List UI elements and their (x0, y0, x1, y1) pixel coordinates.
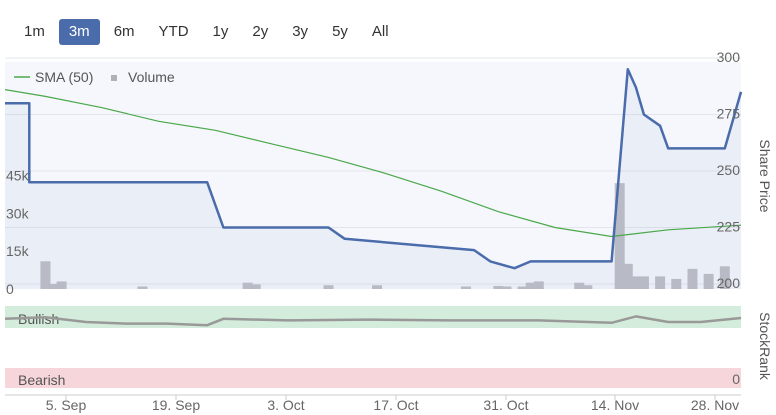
range-button-all[interactable]: All (371, 23, 389, 40)
bullish-zone (5, 306, 741, 328)
volume-bar (250, 284, 261, 289)
range-button-2y[interactable]: 2y (252, 23, 269, 40)
volume-bar (582, 285, 593, 289)
price-axis-title: Share Price (757, 139, 773, 212)
volume-legend-swatch (111, 75, 117, 81)
volume-bar (687, 268, 698, 289)
price-line (5, 68, 743, 270)
x-tick-label: 17. Oct (373, 397, 418, 413)
bearish-label: Bearish (18, 372, 65, 388)
volume-bar (40, 261, 51, 289)
volume-bar (638, 276, 649, 289)
range-button-1m[interactable]: 1m (24, 23, 45, 40)
bullish-label: Bullish (18, 311, 59, 327)
volume-bar (493, 285, 504, 289)
price-tick-label: 225 (717, 219, 741, 235)
volume-bar (533, 281, 544, 289)
bearish-zone (5, 368, 741, 388)
volume-bar (630, 276, 641, 289)
stockrank-axis: 0 (732, 371, 740, 387)
volume-bar (242, 282, 253, 289)
volume-tick-label: 45k (6, 168, 30, 184)
price-tick-label: 275 (717, 106, 741, 122)
sma-line-group (4, 89, 742, 238)
price-tick-label: 200 (717, 275, 741, 291)
volume-bar (461, 286, 472, 289)
volume-legend-label[interactable]: Volume (128, 69, 175, 85)
volume-bar (323, 285, 334, 289)
range-button-5y[interactable]: 5y (332, 23, 348, 40)
x-tick-label: 5. Sep (46, 397, 87, 413)
price-tick-label: 300 (717, 49, 741, 65)
stockrank-tick-label: 0 (732, 371, 740, 387)
volume-bar (525, 282, 536, 289)
volume-tick-label: 15k (6, 243, 30, 259)
sma-legend-label[interactable]: SMA (50) (35, 69, 93, 85)
volume-bar (137, 286, 148, 289)
price-area (5, 69, 741, 289)
volume-bar (622, 263, 633, 289)
price-tick-label: 250 (717, 162, 741, 178)
stockrank-line-group (4, 315, 742, 327)
volume-bar (56, 281, 67, 289)
stockrank-axis-title: StockRank (757, 312, 773, 381)
x-tick-label: 28. Nov (691, 397, 739, 413)
volume-bar (574, 282, 585, 289)
range-selector: 1m 3m 6m YTD 1y 2y 3y 5y All (14, 19, 403, 47)
price-axis: 300 275 250 225 200 (717, 49, 741, 291)
x-axis: 5. Sep 19. Sep 3. Oct 17. Oct 31. Oct 14. Nov… (46, 395, 739, 413)
volume-bar (501, 286, 512, 289)
volume-bar (703, 273, 714, 289)
volume-axis: 45k 30k 15k 0 (6, 168, 30, 297)
volume-bar (48, 283, 59, 289)
x-tick-label: 3. Oct (267, 397, 304, 413)
stockrank-line (4, 315, 742, 327)
volume-bar (719, 266, 730, 289)
range-button-3y[interactable]: 3y (292, 23, 309, 40)
x-tick-label: 14. Nov (591, 397, 639, 413)
range-button-1y[interactable]: 1y (212, 23, 229, 40)
sma-line (4, 89, 742, 238)
volume-tick-label: 30k (6, 205, 30, 221)
volume-tick-label: 0 (6, 281, 14, 297)
range-button-3m[interactable]: 3m (58, 19, 100, 45)
range-button-6m[interactable]: 6m (113, 23, 135, 40)
range-button-ytd[interactable]: YTD (158, 23, 189, 40)
price-area-fill (5, 69, 741, 289)
x-tick-label: 31. Oct (483, 397, 528, 413)
volume-bar (671, 278, 682, 289)
price-line-group (5, 68, 743, 270)
volume-bar (517, 286, 528, 289)
x-tick-label: 19. Sep (152, 397, 200, 413)
volume-bar (655, 276, 666, 289)
volume-bar (372, 285, 383, 289)
